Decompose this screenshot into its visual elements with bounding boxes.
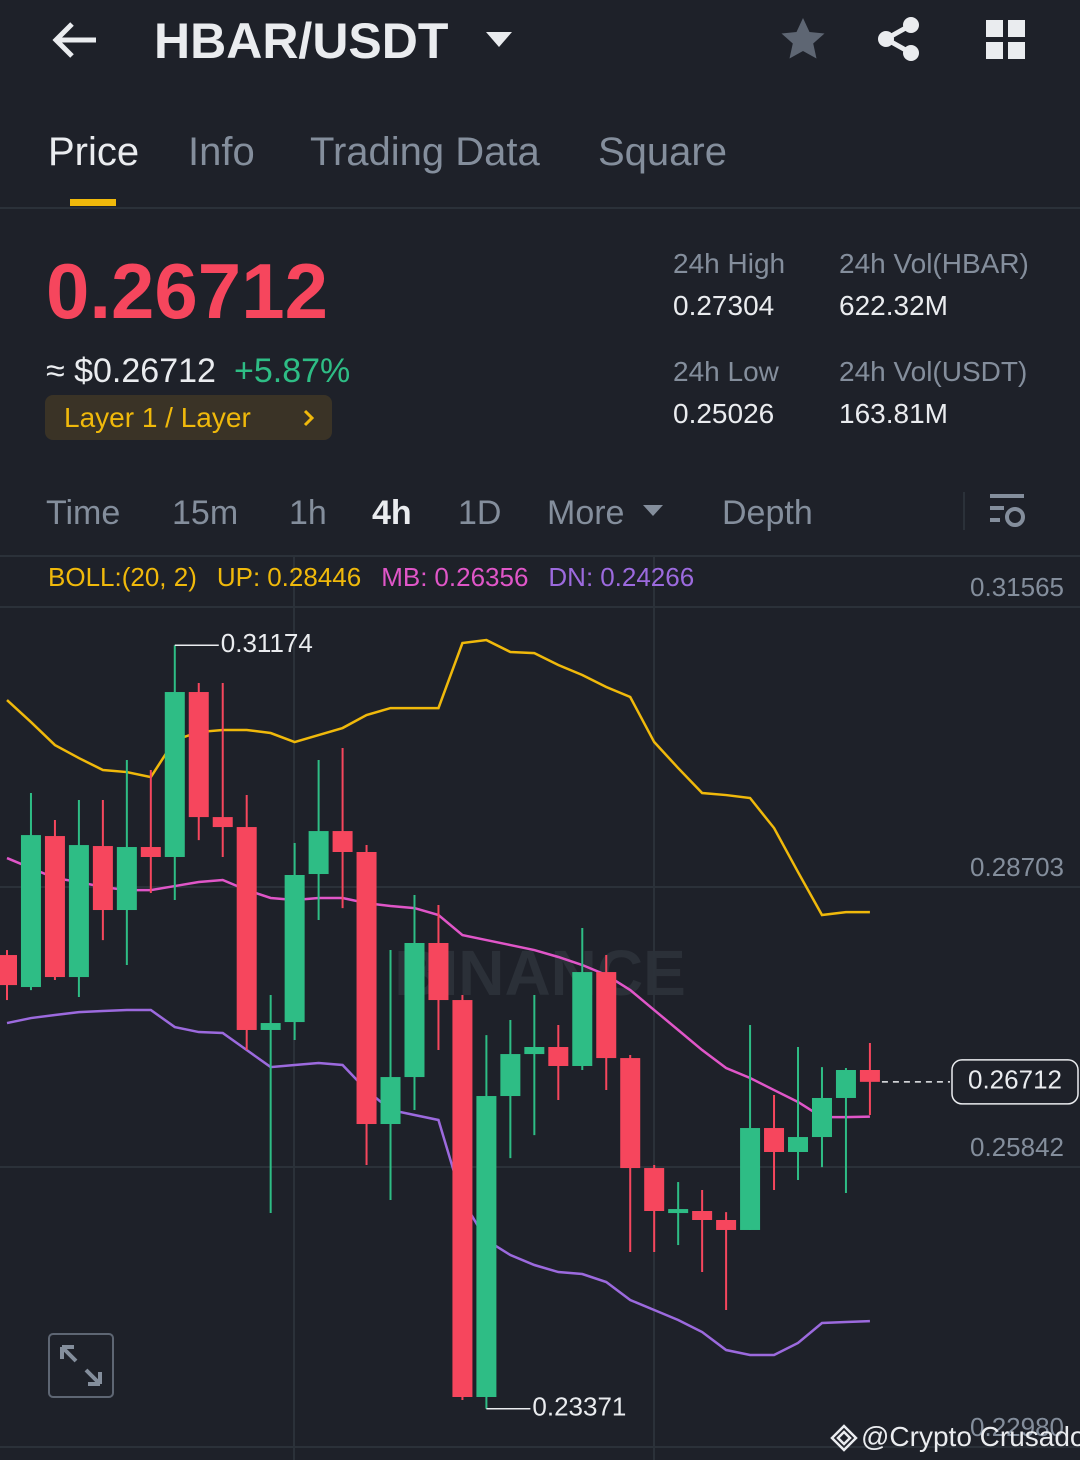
candle-body (140, 847, 161, 857)
candle-body (212, 817, 233, 828)
last-price: 0.26712 (46, 247, 328, 335)
y-tick-label: 0.25842 (970, 1132, 1064, 1162)
settings-icon[interactable] (988, 492, 1028, 532)
tab[interactable]: Trading Data (310, 130, 540, 174)
candle-body (92, 846, 113, 911)
fullscreen-button[interactable] (48, 1333, 114, 1398)
stat-label: 24h Low (673, 356, 779, 387)
candle-body (164, 692, 185, 857)
candle-body (236, 827, 257, 1030)
tab[interactable]: Info (188, 130, 255, 174)
interval[interactable]: 15m (172, 494, 239, 532)
candle-body (428, 943, 449, 1001)
stat-value: 0.25026 (673, 398, 775, 429)
interval[interactable]: 4h (372, 494, 412, 532)
candle-body (811, 1097, 832, 1138)
footer-logo (830, 1424, 858, 1452)
grid-icon[interactable] (984, 18, 1028, 62)
legend-value: 0.26356 (434, 562, 529, 592)
legend-name: UP: (216, 562, 261, 592)
candle-body (356, 852, 377, 1125)
high-label: 0.31174 (221, 628, 313, 658)
candle-body (740, 1128, 761, 1230)
candle-body (452, 1000, 473, 1398)
stat-label: 24h High (673, 248, 786, 279)
stat-label: 24h Vol(HBAR) (839, 248, 1029, 279)
separator (963, 492, 965, 530)
tag-chevron (303, 409, 315, 427)
y-tick-label: 0.22980 (970, 1412, 1064, 1442)
candle-body (0, 955, 17, 986)
indicator-legend: BOLL:(20, 2) UP: 0.28446 MB: 0.26356 DN: 0.242… (48, 562, 694, 593)
candle-body (188, 692, 209, 818)
legend-entry: UP: 0.28446 (217, 562, 361, 593)
candle-body (332, 831, 353, 853)
favorite-icon[interactable] (780, 16, 826, 62)
candle-body (404, 943, 425, 1078)
candle-body (44, 836, 65, 978)
candle-body (548, 1047, 569, 1066)
interval[interactable]: More (547, 494, 625, 532)
legend-value: 0.28446 (267, 562, 362, 592)
footer-credit: @Crypto Crusador (861, 1421, 1080, 1452)
pair-title[interactable]: HBAR/USDT (154, 13, 449, 69)
candle-body (572, 972, 593, 1066)
tab[interactable]: Square (598, 130, 727, 174)
y-tick-label: 0.28703 (970, 852, 1064, 882)
fiat-price: ≈ $0.26712 (46, 352, 216, 390)
stat-value: 163.81M (839, 398, 948, 429)
legend-name: DN: (548, 562, 594, 592)
candle-body (260, 1023, 281, 1030)
low-label: 0.23371 (532, 1392, 626, 1422)
y-tick-label: 0.31565 (970, 572, 1064, 602)
divider (0, 207, 1080, 209)
interval[interactable]: 1h (289, 494, 327, 532)
back-button[interactable] (50, 20, 100, 60)
divider (0, 555, 1080, 557)
candle-body (859, 1070, 880, 1082)
tag-text[interactable]: Layer 1 / Layer (64, 402, 251, 433)
tab[interactable]: Price (48, 130, 140, 174)
candle-body (764, 1128, 785, 1152)
price-change: +5.87% (234, 352, 351, 390)
candle-body (500, 1054, 521, 1097)
candle-body (620, 1058, 641, 1169)
candle-body (284, 874, 305, 1023)
candle-body (524, 1047, 545, 1055)
stat-value: 0.27304 (673, 290, 775, 321)
candle-body (835, 1070, 856, 1098)
candle-body (476, 1096, 497, 1398)
candle-body (116, 847, 137, 911)
legend-entry: MB: 0.26356 (381, 562, 528, 593)
tag-chip[interactable] (45, 395, 332, 440)
stat-value: 622.32M (839, 290, 948, 321)
bollinger-line (6, 1008, 870, 1357)
candle-body (716, 1219, 737, 1230)
candle-body (692, 1210, 713, 1220)
candle-body (788, 1137, 809, 1152)
tab-indicator (70, 199, 116, 206)
last-price-label: 0.26712 (968, 1065, 1062, 1095)
legend-entry: DN: 0.24266 (548, 562, 694, 593)
interval[interactable]: 1D (458, 494, 502, 532)
candle-body (308, 831, 329, 875)
share-icon[interactable] (876, 16, 922, 62)
interval[interactable]: Depth (722, 494, 813, 532)
legend-name: MB: (381, 562, 428, 592)
candle-body (20, 835, 41, 988)
legend-value: 0.24266 (600, 562, 695, 592)
pair-dropdown[interactable] (484, 30, 514, 50)
candle-body (596, 972, 617, 1059)
candle-body (380, 1077, 401, 1125)
indicator-name: BOLL:(20, 2) (48, 562, 197, 592)
more-dropdown[interactable] (642, 504, 664, 518)
stat-label: 24h Vol(USDT) (839, 356, 1028, 387)
candle-body (644, 1168, 665, 1211)
candle-body (68, 845, 89, 978)
interval[interactable]: Time (46, 494, 121, 532)
last-price-box (951, 1059, 1079, 1105)
candle-body (668, 1209, 689, 1214)
